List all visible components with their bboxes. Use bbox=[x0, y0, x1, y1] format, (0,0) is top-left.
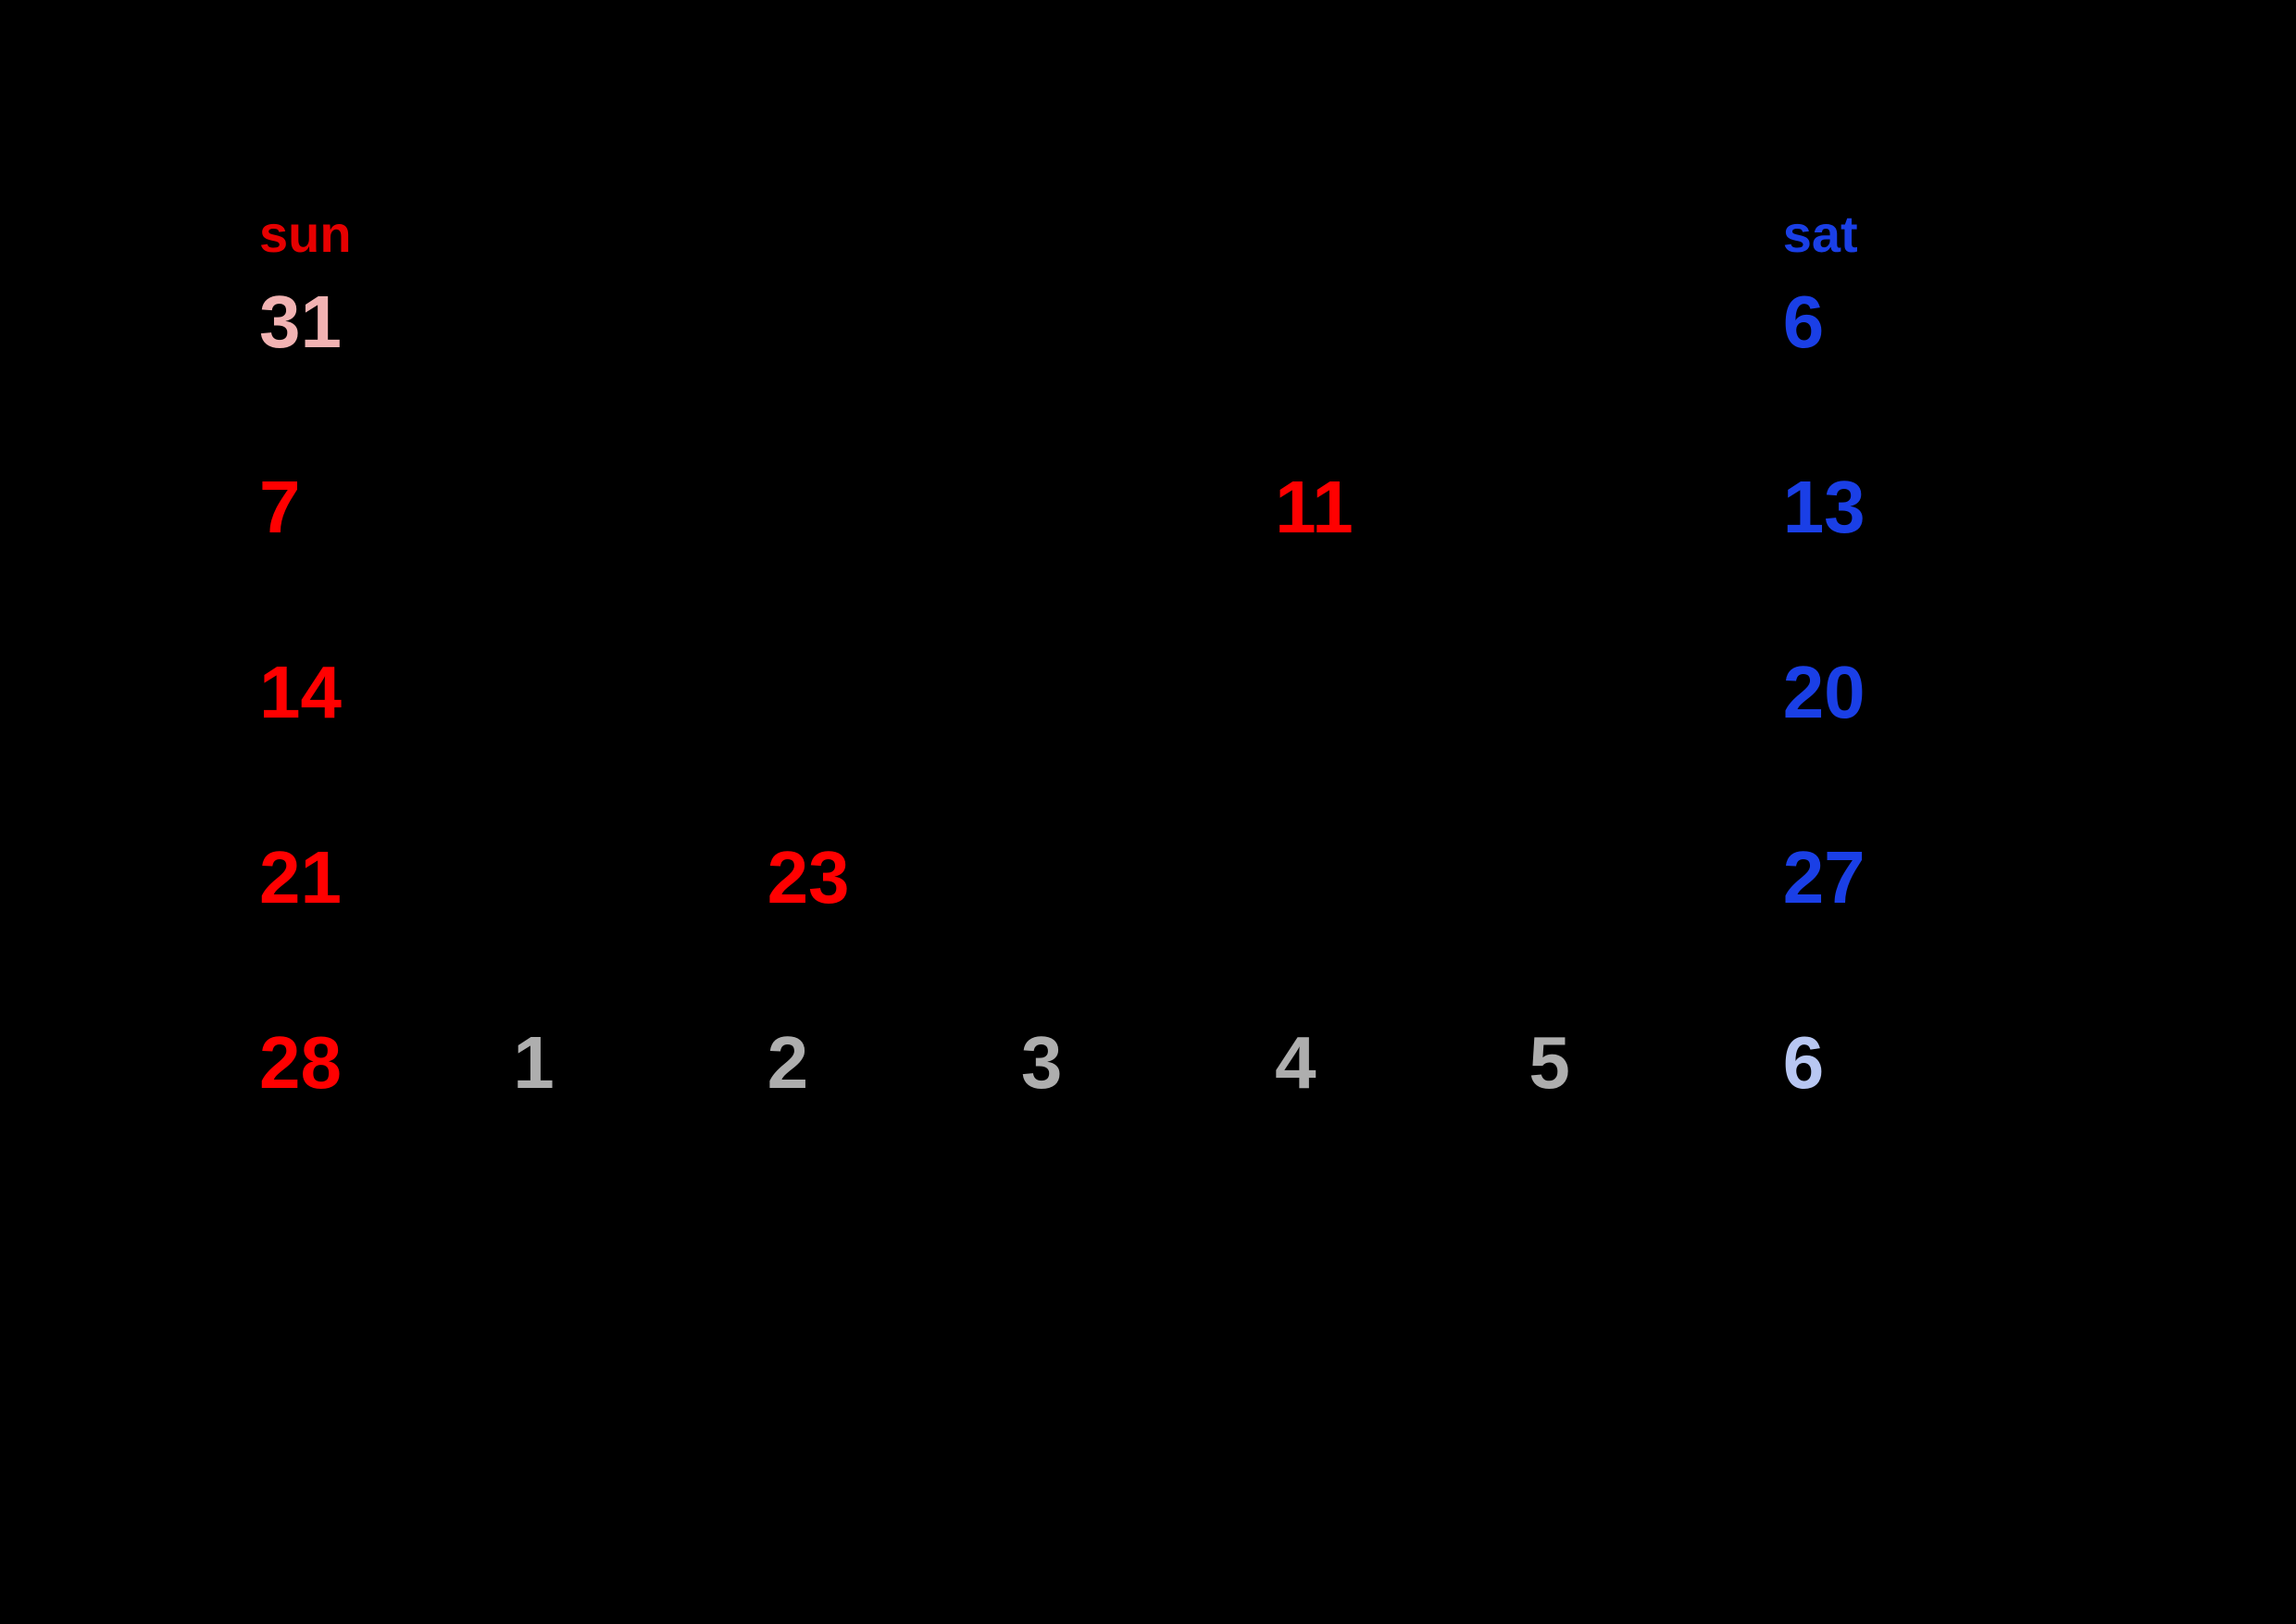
header-sun: sun bbox=[259, 204, 513, 285]
calendar-day: 7 bbox=[259, 470, 513, 656]
calendar-day: 4 bbox=[1275, 285, 1529, 470]
header-mon: mon bbox=[513, 204, 767, 285]
calendar-week-row: 28 1 2 3 4 5 6 bbox=[259, 1026, 2037, 1211]
calendar-day: 19 bbox=[1529, 656, 1782, 841]
calendar-day: 11 bbox=[1275, 470, 1529, 656]
calendar-day: 5 bbox=[1529, 285, 1782, 470]
calendar-day: 31 bbox=[259, 285, 513, 470]
header-wed: wed bbox=[1021, 204, 1275, 285]
header-fri: fri bbox=[1529, 204, 1782, 285]
calendar-day: 25 bbox=[1275, 841, 1529, 1026]
calendar-day: 26 bbox=[1529, 841, 1782, 1026]
calendar-day: 1 bbox=[513, 1026, 767, 1211]
calendar-day: 22 bbox=[513, 841, 767, 1026]
calendar-week-row: 14 15 16 17 18 19 20 bbox=[259, 656, 2037, 841]
calendar-day: 3 bbox=[1021, 1026, 1275, 1211]
calendar-day: 3 bbox=[1021, 285, 1275, 470]
calendar-day: 1 bbox=[513, 285, 767, 470]
calendar-day: 8 bbox=[513, 470, 767, 656]
calendar-table: sun mon tue wed thu fri sat 31 1 2 3 4 5… bbox=[259, 204, 2037, 1211]
calendar-day: 6 bbox=[1783, 285, 2037, 470]
calendar-body: 31 1 2 3 4 5 6 7 8 9 10 11 12 13 14 15 bbox=[259, 285, 2037, 1211]
calendar-day: 23 bbox=[767, 841, 1021, 1026]
calendar-day: 6 bbox=[1783, 1026, 2037, 1211]
calendar-day: 10 bbox=[1021, 470, 1275, 656]
calendar-day: 20 bbox=[1783, 656, 2037, 841]
calendar-day: 21 bbox=[259, 841, 513, 1026]
calendar-week-row: 31 1 2 3 4 5 6 bbox=[259, 285, 2037, 470]
calendar-day: 2 bbox=[767, 1026, 1021, 1211]
calendar-day: 4 bbox=[1275, 1026, 1529, 1211]
calendar-day: 14 bbox=[259, 656, 513, 841]
calendar-day: 15 bbox=[513, 656, 767, 841]
header-thu: thu bbox=[1275, 204, 1529, 285]
calendar-day: 12 bbox=[1529, 470, 1782, 656]
calendar-day: 18 bbox=[1275, 656, 1529, 841]
calendar-day: 28 bbox=[259, 1026, 513, 1211]
calendar-day: 13 bbox=[1783, 470, 2037, 656]
header-sat: sat bbox=[1783, 204, 2037, 285]
calendar-week-row: 21 22 23 24 25 26 27 bbox=[259, 841, 2037, 1026]
calendar-week-row: 7 8 9 10 11 12 13 bbox=[259, 470, 2037, 656]
calendar-day: 27 bbox=[1783, 841, 2037, 1026]
header-tue: tue bbox=[767, 204, 1021, 285]
calendar-header-row: sun mon tue wed thu fri sat bbox=[259, 204, 2037, 285]
calendar-day: 16 bbox=[767, 656, 1021, 841]
calendar-day: 5 bbox=[1529, 1026, 1782, 1211]
calendar-day: 2 bbox=[767, 285, 1021, 470]
calendar-day: 9 bbox=[767, 470, 1021, 656]
calendar-day: 24 bbox=[1021, 841, 1275, 1026]
calendar-page: sun mon tue wed thu fri sat 31 1 2 3 4 5… bbox=[0, 0, 2296, 1624]
calendar-day: 17 bbox=[1021, 656, 1275, 841]
